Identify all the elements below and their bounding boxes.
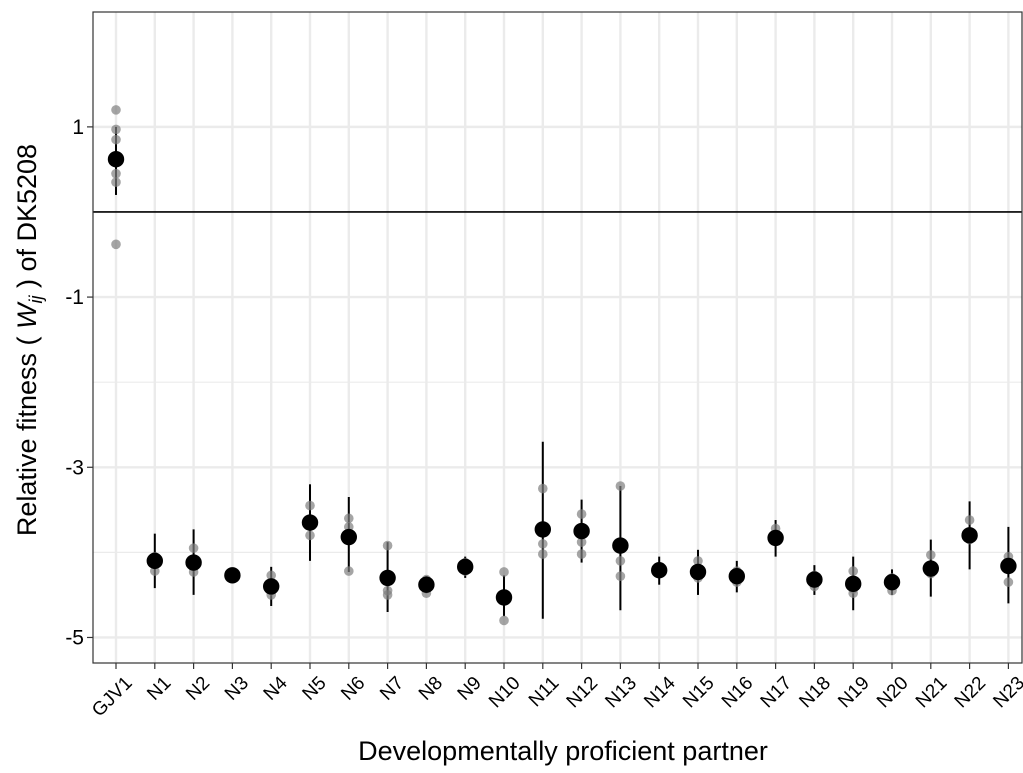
replicate-point-N15 bbox=[693, 556, 703, 566]
mean-point-N15 bbox=[689, 563, 707, 581]
y-axis-title-prefix: Relative fitness ( bbox=[12, 329, 42, 536]
x-tick-label-N3: N3 bbox=[221, 673, 253, 705]
mean-point-N10 bbox=[495, 589, 513, 606]
x-tick-label-GJV1: GJV1 bbox=[88, 673, 136, 721]
mean-point-N20 bbox=[883, 573, 901, 591]
x-axis: GJV1 N1 N2 N3 N4 N5 N6 N7 N8 N9 N10 N11 N12 N13 N14 N15… bbox=[88, 663, 1023, 721]
mean-point-N2 bbox=[185, 554, 202, 571]
replicate-point-N2 bbox=[188, 543, 199, 553]
replicate-point-GJV1 bbox=[111, 134, 121, 145]
mean-point-N11 bbox=[534, 521, 551, 538]
replicate-point-GJV1 bbox=[111, 168, 121, 179]
x-tick-label-N20: N20 bbox=[873, 673, 912, 712]
mean-layer bbox=[107, 151, 1017, 606]
x-tick-label-N13: N13 bbox=[601, 673, 640, 712]
x-tick-label-N14: N14 bbox=[640, 672, 680, 712]
replicate-point-N13 bbox=[615, 556, 626, 566]
x-tick-label-N9: N9 bbox=[454, 673, 486, 705]
grid-layer bbox=[93, 12, 1022, 663]
mean-point-N7 bbox=[379, 569, 396, 587]
y-tick-label: -5 bbox=[65, 626, 84, 649]
replicate-point-N23 bbox=[1003, 577, 1014, 587]
x-tick-label-N4: N4 bbox=[260, 672, 292, 704]
x-tick-label-N7: N7 bbox=[376, 673, 408, 705]
replicate-point-N19 bbox=[848, 566, 858, 576]
y-tick-label: -1 bbox=[65, 286, 84, 309]
x-axis-title: Developmentally proficient partner bbox=[358, 736, 768, 766]
y-axis: 1 -1 -3 -5 bbox=[65, 116, 93, 649]
y-axis-title-subscript: ij bbox=[26, 295, 46, 304]
replicate-point-GJV1 bbox=[111, 105, 121, 115]
mean-point-N9 bbox=[457, 558, 474, 576]
replicate-point-N11 bbox=[538, 549, 548, 559]
mean-point-N19 bbox=[845, 575, 862, 593]
x-tick-label-N2: N2 bbox=[182, 673, 214, 705]
replicate-point-N6 bbox=[344, 566, 354, 576]
mean-point-N12 bbox=[573, 522, 590, 540]
replicate-point-N12 bbox=[576, 549, 587, 559]
y-tick-label: 1 bbox=[72, 116, 84, 139]
y-tick-label: -3 bbox=[65, 456, 84, 479]
x-tick-label-N21: N21 bbox=[912, 673, 951, 712]
replicate-point-N10 bbox=[499, 567, 509, 577]
mean-point-N14 bbox=[651, 562, 668, 579]
replicate-point-N10 bbox=[499, 615, 509, 626]
mean-point-N1 bbox=[146, 552, 163, 570]
mean-point-N13 bbox=[612, 537, 629, 554]
replicate-point-GJV1 bbox=[111, 124, 121, 135]
mean-point-N18 bbox=[806, 571, 823, 588]
x-tick-label-N22: N22 bbox=[951, 673, 990, 712]
replicate-point-N7 bbox=[382, 540, 393, 551]
x-tick-label-N15: N15 bbox=[679, 673, 718, 712]
replicate-layer bbox=[111, 105, 1014, 626]
mean-point-GJV1 bbox=[107, 151, 125, 168]
mean-point-N22 bbox=[961, 527, 978, 544]
replicate-point-GJV1 bbox=[111, 239, 121, 250]
x-tick-label-N19: N19 bbox=[834, 673, 873, 712]
x-tick-label-N12: N12 bbox=[563, 673, 602, 712]
replicate-point-N21 bbox=[926, 550, 936, 560]
mean-point-N23 bbox=[1000, 557, 1017, 575]
x-tick-label-N5: N5 bbox=[299, 673, 331, 705]
replicate-point-N5 bbox=[305, 530, 315, 541]
mean-point-N17 bbox=[767, 529, 784, 547]
replicate-point-N7 bbox=[382, 590, 393, 600]
replicate-point-N6 bbox=[344, 513, 354, 524]
mean-point-N5 bbox=[301, 514, 319, 531]
replicate-point-N12 bbox=[576, 537, 587, 547]
x-tick-label-N8: N8 bbox=[415, 673, 447, 705]
x-tick-label-N6: N6 bbox=[337, 673, 369, 705]
replicate-point-N4 bbox=[266, 570, 277, 581]
y-axis-title-symbol: W bbox=[12, 301, 42, 329]
y-axis-title: Relative fitness ( Wij ) of DK5208 bbox=[12, 144, 46, 536]
replicate-point-GJV1 bbox=[111, 177, 121, 187]
replicate-point-N13 bbox=[615, 571, 626, 581]
x-tick-label-N23: N23 bbox=[989, 673, 1023, 712]
interval-layer bbox=[115, 126, 1010, 619]
replicate-point-N13 bbox=[615, 481, 626, 491]
x-tick-label-N10: N10 bbox=[485, 673, 524, 712]
x-tick-label-N17: N17 bbox=[757, 673, 796, 712]
replicate-point-N11 bbox=[538, 539, 548, 549]
x-tick-label-N11: N11 bbox=[525, 673, 564, 712]
mean-point-N8 bbox=[418, 576, 435, 593]
panel-border bbox=[92, 11, 1023, 664]
mean-point-N6 bbox=[340, 528, 357, 546]
mean-point-N16 bbox=[728, 568, 745, 585]
mean-point-N21 bbox=[922, 560, 939, 577]
x-tick-label-N16: N16 bbox=[718, 673, 757, 712]
mean-point-N3 bbox=[224, 567, 241, 584]
replicate-point-N11 bbox=[538, 483, 548, 494]
replicate-point-N5 bbox=[305, 500, 315, 511]
replicate-point-N22 bbox=[964, 515, 975, 525]
replicate-point-N12 bbox=[576, 509, 587, 519]
x-tick-label-N18: N18 bbox=[795, 673, 834, 712]
mean-point-N4 bbox=[263, 578, 280, 595]
x-tick-label-N1: N1 bbox=[143, 673, 175, 705]
y-axis-title-suffix: ) of DK5208 bbox=[12, 144, 42, 296]
